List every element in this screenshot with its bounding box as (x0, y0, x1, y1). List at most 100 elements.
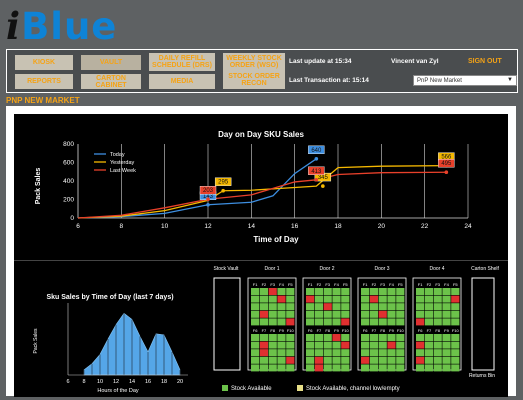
vault-channel[interactable] (387, 318, 396, 326)
vault-channel[interactable] (361, 288, 370, 295)
vault-channel[interactable] (341, 318, 350, 326)
vault-channel[interactable] (259, 303, 268, 311)
vault-channel[interactable] (369, 303, 378, 311)
vault-channel[interactable] (451, 303, 460, 311)
vault-channel[interactable] (251, 310, 260, 318)
vault-channel[interactable] (433, 295, 442, 303)
vault-channel[interactable] (387, 310, 396, 318)
vault-channel[interactable] (396, 349, 405, 357)
vault-channel[interactable] (378, 356, 387, 364)
vault-channel[interactable] (286, 295, 295, 303)
vault-channel[interactable] (451, 310, 460, 318)
vault-channel[interactable] (306, 288, 315, 295)
vault-channel[interactable] (268, 295, 277, 303)
vault-channel[interactable] (259, 318, 268, 326)
vault-channel[interactable] (286, 334, 295, 341)
sign-out-link[interactable]: SIGN OUT (468, 58, 502, 65)
vault-channel[interactable] (396, 310, 405, 318)
vault-channel[interactable] (387, 356, 396, 364)
vault-channel[interactable] (424, 318, 433, 326)
vault-channel[interactable] (361, 341, 370, 349)
vault-channel[interactable] (369, 295, 378, 303)
vault-channel[interactable] (323, 334, 332, 341)
vault-channel[interactable] (332, 349, 341, 357)
vault-channel[interactable] (416, 356, 425, 364)
vault-channel[interactable] (424, 295, 433, 303)
vault-channel[interactable] (251, 288, 260, 295)
vault-channel[interactable] (433, 341, 442, 349)
vault-channel[interactable] (361, 356, 370, 364)
vault-channel[interactable] (433, 310, 442, 318)
vault-channel[interactable] (306, 303, 315, 311)
vault-channel[interactable] (451, 334, 460, 341)
vault-channel[interactable] (268, 349, 277, 357)
vault-channel[interactable] (268, 310, 277, 318)
vault-channel[interactable] (378, 303, 387, 311)
vault-channel[interactable] (378, 349, 387, 357)
vault-channel[interactable] (451, 349, 460, 357)
nav-kiosk-button[interactable]: KIOSK (15, 55, 73, 70)
vault-channel[interactable] (259, 356, 268, 364)
vault-channel[interactable] (314, 288, 323, 295)
vault-channel[interactable] (259, 349, 268, 357)
vault-channel[interactable] (341, 334, 350, 341)
vault-channel[interactable] (442, 364, 451, 372)
vault-channel[interactable] (332, 334, 341, 341)
vault-channel[interactable] (306, 334, 315, 341)
vault-channel[interactable] (251, 364, 260, 372)
vault-channel[interactable] (332, 356, 341, 364)
vault-channel[interactable] (416, 288, 425, 295)
vault-channel[interactable] (369, 334, 378, 341)
vault-channel[interactable] (341, 356, 350, 364)
vault-channel[interactable] (396, 303, 405, 311)
vault-channel[interactable] (424, 341, 433, 349)
vault-channel[interactable] (378, 295, 387, 303)
vault-channel[interactable] (268, 303, 277, 311)
vault-channel[interactable] (369, 310, 378, 318)
vault-channel[interactable] (277, 356, 286, 364)
vault-channel[interactable] (361, 310, 370, 318)
vault-channel[interactable] (378, 341, 387, 349)
vault-channel[interactable] (433, 364, 442, 372)
vault-channel[interactable] (416, 349, 425, 357)
vault-channel[interactable] (286, 364, 295, 372)
vault-channel[interactable] (277, 303, 286, 311)
vault-channel[interactable] (277, 341, 286, 349)
vault-channel[interactable] (306, 318, 315, 326)
vault-channel[interactable] (424, 334, 433, 341)
vault-channel[interactable] (416, 341, 425, 349)
vault-channel[interactable] (442, 334, 451, 341)
vault-channel[interactable] (416, 310, 425, 318)
vault-channel[interactable] (442, 349, 451, 357)
vault-channel[interactable] (416, 295, 425, 303)
vault-channel[interactable] (251, 318, 260, 326)
vault-channel[interactable] (433, 356, 442, 364)
nav-daily-refill-button[interactable]: DAILY REFILL SCHEDULE (DRS) (149, 53, 215, 71)
vault-channel[interactable] (341, 341, 350, 349)
vault-channel[interactable] (361, 349, 370, 357)
vault-channel[interactable] (332, 341, 341, 349)
vault-channel[interactable] (361, 295, 370, 303)
vault-channel[interactable] (442, 288, 451, 295)
vault-channel[interactable] (286, 349, 295, 357)
vault-channel[interactable] (433, 318, 442, 326)
vault-channel[interactable] (387, 288, 396, 295)
vault-channel[interactable] (268, 288, 277, 295)
vault-channel[interactable] (442, 341, 451, 349)
vault-channel[interactable] (416, 334, 425, 341)
vault-channel[interactable] (323, 341, 332, 349)
vault-channel[interactable] (424, 349, 433, 357)
vault-channel[interactable] (286, 288, 295, 295)
vault-channel[interactable] (323, 288, 332, 295)
vault-channel[interactable] (378, 334, 387, 341)
vault-channel[interactable] (323, 356, 332, 364)
vault-channel[interactable] (451, 288, 460, 295)
vault-channel[interactable] (369, 288, 378, 295)
vault-channel[interactable] (424, 356, 433, 364)
vault-channel[interactable] (286, 356, 295, 364)
vault-channel[interactable] (396, 364, 405, 372)
nav-weekly-stock-button[interactable]: WEEKLY STOCK ORDER (WSO) (223, 53, 285, 71)
carton-shelf-box[interactable] (471, 277, 495, 371)
vault-channel[interactable] (451, 356, 460, 364)
vault-channel[interactable] (424, 364, 433, 372)
